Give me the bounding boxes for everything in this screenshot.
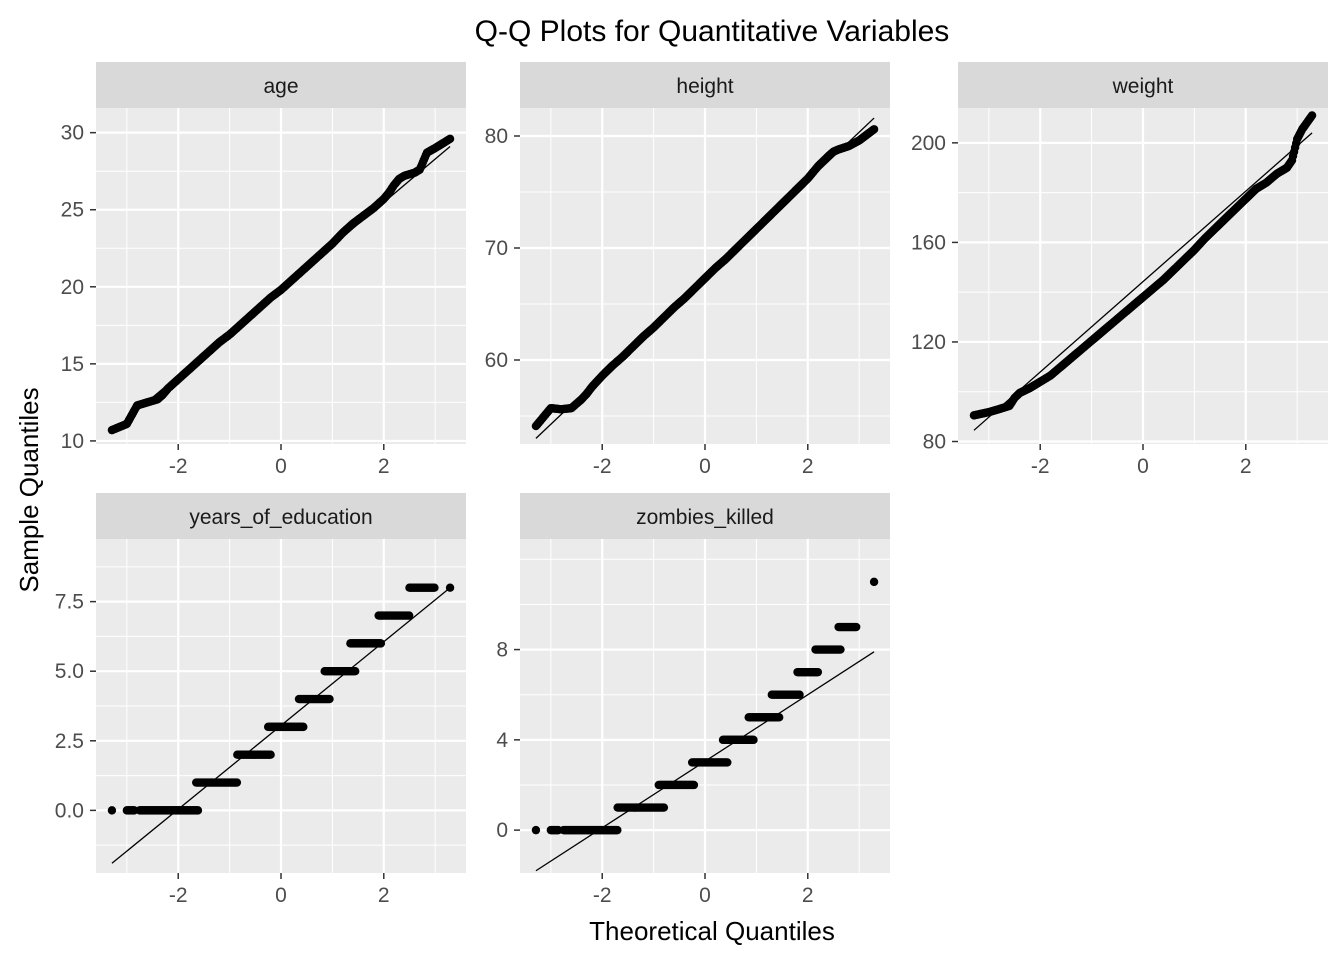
x-tick-label: 0 [699,455,711,478]
y-tick-label: 4 [496,729,508,752]
facet-height: height -2 0 2 60 70 80 [485,62,890,478]
data-point [325,694,334,704]
y-tick-label: 8 [496,639,508,662]
facet-age: age -2 0 2 10 15 20 25 30 [61,62,466,478]
data-point [723,758,732,767]
data-point [1307,111,1317,120]
y-tick-label: 30 [61,122,84,145]
y-tick-label: 15 [61,353,84,376]
facet-strip [96,62,466,108]
facet-zombies-killed: zombies_killed -2 0 2 0 4 8 [496,493,890,907]
x-tick-label: 0 [275,455,287,478]
y-tick-label: 20 [61,276,84,299]
data-point [299,722,308,732]
y-tick-label: 10 [61,430,84,453]
y-tick-label: 120 [911,331,946,354]
y-axis-title: Sample Quantiles [14,387,44,592]
data-point [851,622,861,632]
y-tick-label: 0 [496,819,508,842]
facet-strip-label: years_of_education [189,506,372,529]
data-point [351,667,360,676]
data-point [775,713,784,722]
data-point [445,583,455,592]
data-point [193,806,203,815]
data-point [659,803,669,812]
facet-strip [958,62,1328,108]
data-point [869,125,879,134]
y-tick-label: 0.0 [55,799,84,822]
facet-strip [520,62,890,108]
data-point [689,780,699,790]
data-point [376,639,386,648]
y-tick-label: 70 [485,237,508,260]
facet-weight: weight -2 0 2 80 120 160 200 [911,62,1328,478]
x-tick-label: -2 [593,884,612,907]
data-point [869,577,879,587]
x-tick-label: 2 [1240,455,1252,478]
data-point [613,825,622,835]
y-tick-label: 60 [485,349,508,372]
data-point [531,825,541,835]
data-point [795,690,804,699]
facet-strip-label: height [676,75,733,98]
x-tick-label: 0 [699,884,711,907]
y-tick-label: 80 [923,431,946,454]
y-tick-label: 160 [911,231,946,254]
data-point [430,583,439,592]
data-point [813,667,823,677]
x-tick-label: -2 [169,455,188,478]
facet-years-of-education: years_of_education -2 0 2 0.0 2.5 5.0 7.5 [55,493,466,907]
y-tick-label: 7.5 [55,591,84,614]
x-tick-label: -2 [1031,455,1050,478]
y-tick-label: 25 [61,199,84,222]
data-point [445,134,455,144]
x-tick-label: 2 [802,455,814,478]
data-point [749,735,758,745]
y-tick-label: 200 [911,132,946,155]
chart-title: Q-Q Plots for Quantitative Variables [475,15,950,48]
y-tick-label: 2.5 [55,730,84,753]
x-tick-label: -2 [593,455,612,478]
y-tick-label: 5.0 [55,660,84,683]
facet-strip-label: age [263,75,298,98]
x-tick-label: 2 [378,884,390,907]
data-point [836,645,845,654]
x-tick-label: 2 [378,455,390,478]
data-point [107,806,117,815]
y-tick-label: 80 [485,125,508,148]
x-tick-label: 0 [1137,455,1149,478]
x-axis-title: Theoretical Quantiles [589,916,835,946]
facet-strip [520,493,890,539]
facet-strip-label: zombies_killed [636,506,774,529]
data-point [266,750,275,759]
data-point [404,611,414,620]
data-point [232,778,242,787]
x-tick-label: -2 [169,884,188,907]
facet-strip-label: weight [1112,75,1174,98]
x-tick-label: 2 [802,884,814,907]
facet-strip [96,493,466,539]
qq-reference-line [973,132,1313,431]
x-tick-label: 0 [275,884,287,907]
